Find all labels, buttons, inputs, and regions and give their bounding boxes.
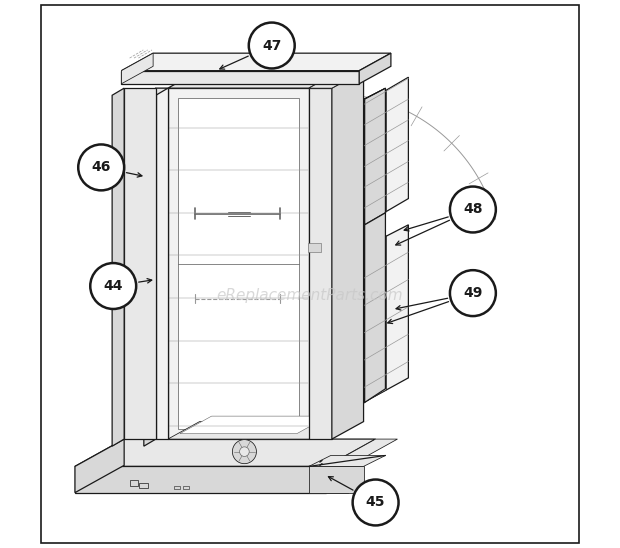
Circle shape	[353, 480, 399, 526]
Text: 45: 45	[366, 495, 386, 510]
Polygon shape	[359, 53, 391, 84]
Polygon shape	[309, 455, 386, 466]
Text: eReplacementParts.com: eReplacementParts.com	[216, 288, 404, 304]
Polygon shape	[112, 88, 124, 446]
Polygon shape	[326, 466, 348, 493]
Polygon shape	[309, 71, 363, 88]
Polygon shape	[180, 416, 329, 433]
Polygon shape	[122, 71, 359, 84]
Polygon shape	[365, 213, 386, 402]
Polygon shape	[308, 243, 321, 252]
Polygon shape	[124, 88, 156, 439]
Polygon shape	[144, 88, 168, 95]
Polygon shape	[309, 88, 332, 439]
Polygon shape	[168, 88, 309, 439]
Polygon shape	[363, 225, 409, 402]
Circle shape	[450, 186, 496, 232]
Polygon shape	[365, 88, 386, 225]
Polygon shape	[321, 88, 386, 121]
Polygon shape	[156, 88, 168, 439]
Polygon shape	[75, 439, 124, 493]
Polygon shape	[168, 71, 340, 88]
Text: 48: 48	[463, 203, 482, 216]
Text: 47: 47	[262, 38, 281, 53]
Bar	[183, 486, 188, 489]
Polygon shape	[363, 236, 386, 402]
Text: 44: 44	[104, 279, 123, 293]
Text: 49: 49	[463, 286, 482, 300]
Polygon shape	[363, 90, 386, 225]
Polygon shape	[122, 53, 153, 84]
Circle shape	[239, 447, 249, 456]
Polygon shape	[332, 71, 363, 439]
Polygon shape	[168, 421, 340, 439]
Polygon shape	[122, 53, 391, 71]
Polygon shape	[326, 439, 397, 466]
Polygon shape	[178, 98, 299, 429]
Polygon shape	[321, 99, 365, 248]
Bar	[130, 480, 138, 486]
Polygon shape	[321, 225, 365, 424]
Polygon shape	[309, 466, 363, 493]
Circle shape	[78, 145, 124, 190]
Polygon shape	[363, 77, 409, 225]
Bar	[140, 483, 148, 488]
Bar	[174, 486, 180, 489]
Circle shape	[249, 22, 294, 68]
Circle shape	[450, 270, 496, 316]
Circle shape	[232, 439, 257, 464]
Polygon shape	[144, 88, 156, 446]
Polygon shape	[75, 466, 326, 493]
Circle shape	[91, 263, 136, 309]
Polygon shape	[75, 439, 376, 466]
Text: 46: 46	[92, 161, 111, 174]
